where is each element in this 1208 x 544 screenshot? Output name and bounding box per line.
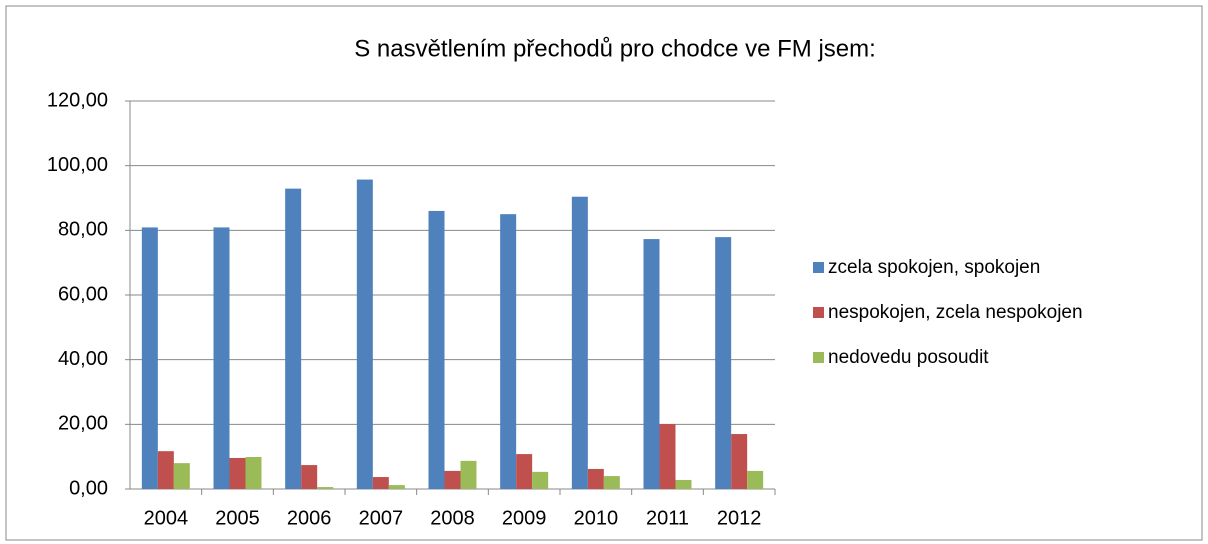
bar xyxy=(532,471,549,489)
bar xyxy=(285,188,302,489)
bar xyxy=(587,468,604,489)
bar xyxy=(356,179,373,489)
bar xyxy=(571,196,588,489)
y-tick-label: 60,00 xyxy=(58,283,108,305)
y-tick-label: 40,00 xyxy=(58,348,108,370)
bar xyxy=(460,460,477,489)
x-tick-label: 2007 xyxy=(359,507,404,529)
x-tick-label: 2005 xyxy=(215,507,260,529)
chart-title: S nasvětlením přechodů pro chodce ve FM … xyxy=(354,35,876,62)
bar xyxy=(317,487,334,489)
bar xyxy=(643,239,660,489)
legend-label: zcela spokojen, spokojen xyxy=(828,257,1040,278)
bar xyxy=(675,479,692,489)
bar xyxy=(659,424,676,489)
bar xyxy=(747,470,764,489)
y-tick-label: 80,00 xyxy=(58,219,108,241)
legend-label: nespokojen, zcela nespokojen xyxy=(828,302,1083,323)
bar xyxy=(444,470,461,489)
bar xyxy=(731,434,748,489)
bar xyxy=(388,485,405,489)
y-tick-label: 0,00 xyxy=(69,477,108,499)
x-tick-label: 2008 xyxy=(430,507,475,529)
bar xyxy=(516,454,533,489)
bar xyxy=(372,477,389,489)
x-tick-label: 2004 xyxy=(144,507,189,529)
x-tick-label: 2010 xyxy=(574,507,619,529)
bar xyxy=(301,465,318,489)
x-tick-label: 2006 xyxy=(287,507,332,529)
y-tick-label: 100,00 xyxy=(47,154,108,176)
y-tick-label: 120,00 xyxy=(47,89,108,111)
x-tick-label: 2011 xyxy=(646,507,689,529)
legend-label: nedovedu posoudit xyxy=(828,347,989,368)
bar xyxy=(213,227,230,489)
bar xyxy=(245,456,262,489)
bar xyxy=(157,451,174,489)
bar xyxy=(500,214,517,489)
legend-swatch xyxy=(813,307,824,318)
bar xyxy=(428,210,445,489)
bar xyxy=(715,237,732,489)
bar xyxy=(173,463,190,489)
legend-swatch xyxy=(813,352,824,363)
y-tick-label: 20,00 xyxy=(58,413,108,435)
x-tick-label: 2012 xyxy=(717,507,762,529)
x-tick-label: 2009 xyxy=(502,507,547,529)
legend-swatch xyxy=(813,262,824,273)
bar xyxy=(141,227,158,489)
bar xyxy=(229,457,246,489)
chart-frame xyxy=(5,5,1203,541)
bar xyxy=(603,476,620,489)
